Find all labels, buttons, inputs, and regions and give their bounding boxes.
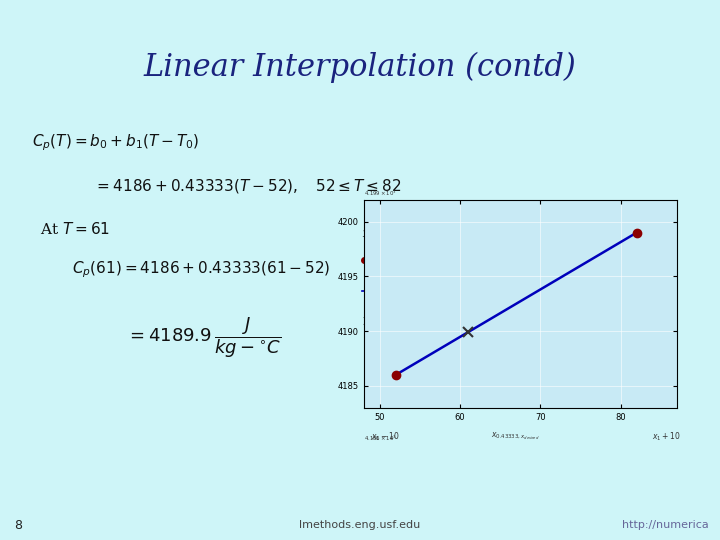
Text: $x_1 + 10$: $x_1 + 10$ (652, 430, 680, 443)
Text: $_{4.199\times10^3}$: $_{4.199\times10^3}$ (364, 188, 397, 198)
Text: lmethods.eng.usf.edu: lmethods.eng.usf.edu (300, 521, 420, 530)
Text: $x_1 - 10$: $x_1 - 10$ (371, 430, 400, 443)
Text: http://numerica: http://numerica (623, 521, 709, 530)
Text: $= 4186 + 0.43333(T - 52),\quad 52 \leq T \leq 82$: $= 4186 + 0.43333(T - 52),\quad 52 \leq … (94, 177, 401, 195)
Text: At $T = 61$: At $T = 61$ (40, 221, 109, 238)
Text: Linear Interpolation (contd): Linear Interpolation (contd) (143, 52, 577, 83)
Text: $y_s$: $y_s$ (362, 228, 372, 239)
Text: 8: 8 (14, 519, 22, 532)
Text: $x_{0.43333, x_{desired}}$: $x_{0.43333, x_{desired}}$ (490, 430, 539, 442)
Text: $= 4189.9\,\dfrac{J}{kg - {}^{\circ}C}$: $= 4189.9\,\dfrac{J}{kg - {}^{\circ}C}$ (126, 315, 281, 360)
Text: $C_p(T) = b_0 + b_1(T - T_0)$: $C_p(T) = b_0 + b_1(T - T_0)$ (32, 133, 200, 153)
Text: $f(\mathrm{range})$: $f(\mathrm{range})$ (364, 263, 397, 276)
Text: $f(x_{\mathrm{desired}})$: $f(x_{\mathrm{desired}})$ (364, 293, 399, 306)
Text: $C_p(61) = 4186 + 0.43333(61 - 52)$: $C_p(61) = 4186 + 0.43333(61 - 52)$ (72, 260, 330, 280)
Text: $_{4.186\times10^3}$: $_{4.186\times10^3}$ (364, 433, 397, 442)
